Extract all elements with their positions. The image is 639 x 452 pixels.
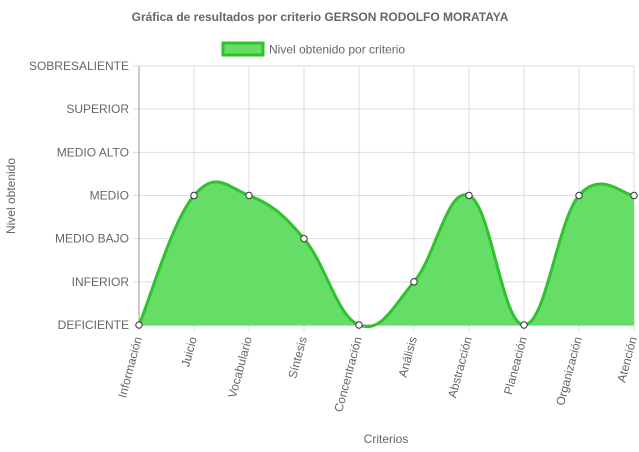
y-axis-ticks: DEFICIENTE INFERIOR MEDIO BAJO MEDIO MEDIO A… bbox=[29, 59, 129, 332]
x-tick-label: Análisis bbox=[396, 335, 420, 379]
series-line bbox=[137, 180, 635, 329]
y-tick-label: MEDIO ALTO bbox=[57, 145, 129, 159]
x-axis-title: Criterios bbox=[364, 432, 409, 446]
x-tick-label: Juicio bbox=[178, 335, 200, 369]
data-point[interactable] bbox=[245, 191, 253, 200]
y-tick-label: DEFICIENTE bbox=[58, 318, 129, 332]
data-point[interactable] bbox=[300, 234, 308, 243]
data-points bbox=[135, 191, 638, 329]
data-point[interactable] bbox=[465, 191, 473, 200]
x-tick-label: Abstracción bbox=[445, 335, 475, 399]
y-tick-label: INFERIOR bbox=[72, 275, 130, 289]
data-point[interactable] bbox=[410, 278, 418, 286]
y-tick-label: SOBRESALIENTE bbox=[29, 59, 129, 73]
x-tick-label: Organización bbox=[553, 335, 585, 407]
x-axis-ticks: Información Juicio Vocabulario Síntesis Conc… bbox=[115, 335, 639, 414]
y-tick-label: MEDIO bbox=[90, 189, 129, 203]
data-point[interactable] bbox=[355, 321, 363, 329]
legend[interactable]: Nivel obtenido por criterio bbox=[221, 41, 405, 57]
data-point[interactable] bbox=[575, 191, 583, 200]
x-tick-label: Vocabulario bbox=[225, 335, 255, 400]
data-point[interactable] bbox=[630, 191, 638, 200]
data-point[interactable] bbox=[135, 321, 143, 329]
y-tick-label: SUPERIOR bbox=[66, 102, 129, 116]
legend-swatch bbox=[221, 41, 265, 57]
x-tick-label: Planeación bbox=[501, 335, 530, 396]
x-tick-label: Concentración bbox=[331, 335, 365, 413]
data-point[interactable] bbox=[190, 191, 198, 200]
x-tick-label: Información bbox=[115, 335, 145, 399]
data-point[interactable] bbox=[520, 321, 528, 329]
series-fill-area bbox=[139, 181, 634, 327]
series-area bbox=[137, 180, 635, 329]
chart-title: Gráfica de resultados por criterio GERSO… bbox=[132, 10, 509, 24]
x-tick-label: Síntesis bbox=[285, 335, 310, 380]
legend-label: Nivel obtenido por criterio bbox=[269, 43, 405, 57]
y-tick-label: MEDIO BAJO bbox=[55, 232, 129, 246]
x-tick-label: Atención bbox=[614, 335, 639, 384]
y-axis-title: Nivel obtenido bbox=[4, 158, 18, 234]
